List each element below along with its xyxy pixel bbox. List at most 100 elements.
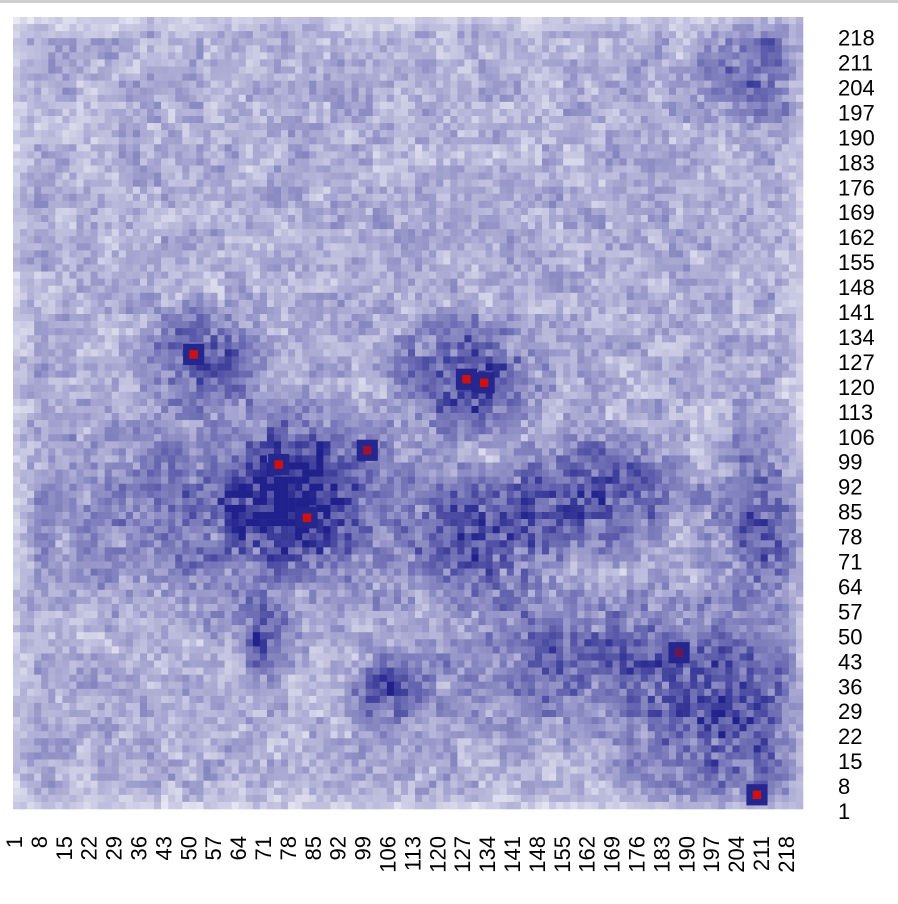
heatmap-cell <box>781 123 790 131</box>
heatmap-cell <box>711 207 719 216</box>
heatmap-cell <box>20 306 28 315</box>
heatmap-cell <box>704 321 712 329</box>
heatmap-cell <box>577 52 585 60</box>
heatmap-cell <box>203 66 211 74</box>
heatmap-cell <box>753 264 761 272</box>
heatmap-cell <box>302 158 310 166</box>
heatmap-cell <box>795 123 804 131</box>
heatmap-cell <box>690 186 698 195</box>
heatmap-cell <box>259 24 268 32</box>
heatmap-cell <box>746 321 754 329</box>
heatmap-cell <box>690 306 698 315</box>
heatmap-cell <box>598 123 606 131</box>
heatmap-cell <box>732 52 740 60</box>
heatmap-cell <box>217 101 225 110</box>
heatmap-cell <box>168 101 176 110</box>
heatmap-cell <box>259 321 268 329</box>
heatmap-cell <box>316 17 324 25</box>
heatmap-cell <box>259 264 268 272</box>
heatmap-cell <box>125 137 134 145</box>
heatmap-cell <box>450 80 458 89</box>
heatmap-cell <box>605 186 613 195</box>
heatmap-cell <box>288 321 296 329</box>
heatmap-cell <box>527 179 536 188</box>
heatmap-cell <box>351 229 359 237</box>
heatmap-cell <box>605 59 613 67</box>
heatmap-cell <box>556 200 564 209</box>
heatmap-cell <box>408 222 416 230</box>
heatmap-cell <box>647 314 656 322</box>
heatmap-cell <box>400 130 409 138</box>
heatmap-cell <box>118 271 127 279</box>
heatmap-cell <box>647 285 656 294</box>
heatmap-cell <box>400 243 409 251</box>
heatmap-cell <box>753 116 761 124</box>
heatmap-cell <box>400 172 409 180</box>
heatmap-cell <box>351 144 359 152</box>
heatmap-cell <box>281 73 289 81</box>
heatmap-cell <box>104 94 113 103</box>
heatmap-cell <box>132 285 141 294</box>
heatmap-cell <box>252 207 261 216</box>
heatmap-cell <box>661 271 670 279</box>
heatmap-cell <box>457 108 465 117</box>
heatmap-cell <box>323 193 331 202</box>
heatmap-cell <box>309 306 317 315</box>
heatmap-cell <box>429 66 437 74</box>
heatmap-cell <box>55 292 63 301</box>
heatmap-cell <box>499 66 508 74</box>
heatmap-cell <box>393 116 402 124</box>
heatmap-cell <box>259 243 268 251</box>
heatmap-cell <box>661 137 670 145</box>
heatmap-cell <box>429 94 437 103</box>
heatmap-cell <box>739 271 747 279</box>
heatmap-cell <box>654 271 663 279</box>
heatmap-cell <box>358 116 366 124</box>
heatmap-cell <box>676 108 684 117</box>
heatmap-cell <box>400 38 409 46</box>
heatmap-cell <box>570 130 578 138</box>
heatmap-cell <box>281 250 289 258</box>
heatmap-cell <box>316 172 324 180</box>
heatmap-cell <box>154 243 162 251</box>
heatmap-cell <box>210 200 218 209</box>
heatmap-cell <box>499 278 508 287</box>
heatmap-cell <box>302 108 310 117</box>
heatmap-cell <box>415 108 423 117</box>
heatmap-cell <box>41 222 49 230</box>
heatmap-cell <box>196 328 204 336</box>
heatmap-cell <box>492 123 500 131</box>
heatmap-cell <box>90 165 98 173</box>
heatmap-cell <box>316 108 324 117</box>
heatmap-cell <box>612 193 620 202</box>
heatmap-cell <box>393 306 402 315</box>
heatmap-cell <box>90 222 98 230</box>
heatmap-cell <box>788 186 797 195</box>
heatmap-cell <box>704 306 712 315</box>
heatmap-cell <box>605 306 613 315</box>
heatmap-cell <box>231 73 240 81</box>
heatmap-cell <box>365 264 374 272</box>
heatmap-cell <box>633 229 642 237</box>
heatmap-cell <box>732 200 740 209</box>
heatmap-cell <box>351 59 359 67</box>
heatmap-cell <box>577 314 585 322</box>
heatmap-cell <box>104 87 113 96</box>
heatmap-cell <box>746 123 754 131</box>
heatmap-cell <box>676 257 684 265</box>
heatmap-cell <box>273 236 282 244</box>
heatmap-cell <box>125 321 134 329</box>
heatmap-cell <box>760 264 769 272</box>
heatmap-cell <box>598 158 606 166</box>
heatmap-cell <box>640 257 649 265</box>
heatmap-cell <box>34 165 42 173</box>
heatmap-cell <box>795 179 804 188</box>
heatmap-cell <box>457 24 465 32</box>
heatmap-cell <box>337 285 345 294</box>
heatmap-cell <box>422 130 430 138</box>
heatmap-cell <box>549 278 557 287</box>
heatmap-cell <box>690 222 698 230</box>
heatmap-cell <box>697 236 705 244</box>
heatmap-cell <box>203 130 211 138</box>
heatmap-cell <box>612 24 620 32</box>
